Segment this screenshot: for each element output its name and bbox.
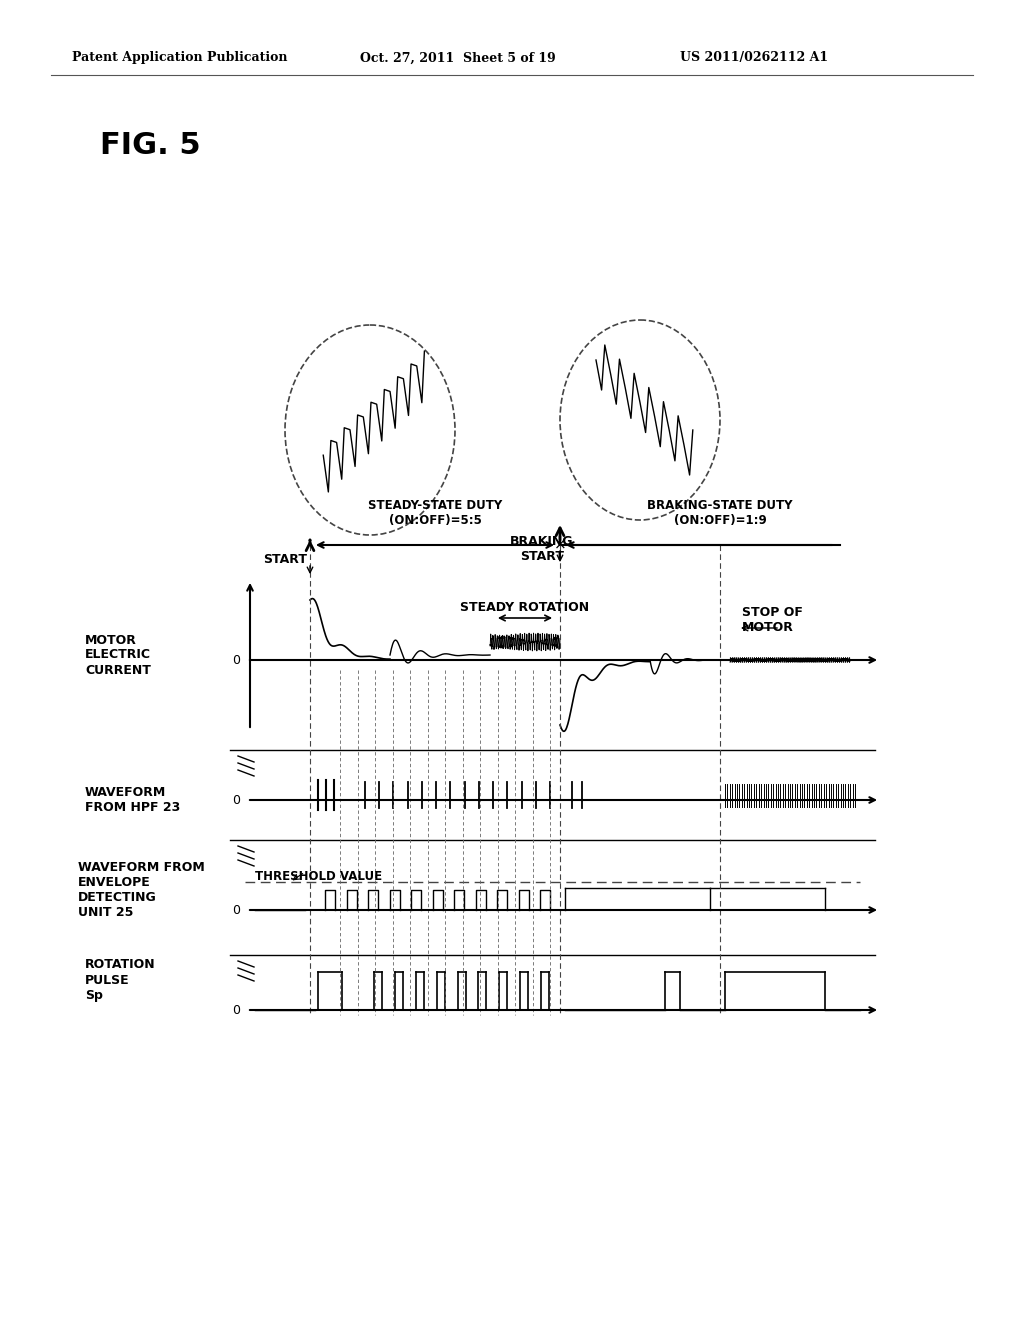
Text: STOP OF
MOTOR: STOP OF MOTOR xyxy=(742,606,803,634)
Text: START: START xyxy=(263,553,307,566)
Text: 0: 0 xyxy=(232,653,240,667)
Text: ROTATION
PULSE
Sp: ROTATION PULSE Sp xyxy=(85,958,156,1002)
Text: WAVEFORM FROM
ENVELOPE
DETECTING
UNIT 25: WAVEFORM FROM ENVELOPE DETECTING UNIT 25 xyxy=(78,861,205,919)
Text: Patent Application Publication: Patent Application Publication xyxy=(72,51,288,65)
Text: STEADY ROTATION: STEADY ROTATION xyxy=(461,601,590,614)
Text: MOTOR
ELECTRIC
CURRENT: MOTOR ELECTRIC CURRENT xyxy=(85,634,151,676)
Text: THRESHOLD VALUE: THRESHOLD VALUE xyxy=(255,870,382,883)
Text: 0: 0 xyxy=(232,1003,240,1016)
Text: STEADY-STATE DUTY
(ON:OFF)=5:5: STEADY-STATE DUTY (ON:OFF)=5:5 xyxy=(368,499,502,527)
Text: WAVEFORM
FROM HPF 23: WAVEFORM FROM HPF 23 xyxy=(85,785,180,814)
Text: BRAKING
START: BRAKING START xyxy=(510,535,573,564)
Text: ×: × xyxy=(554,537,566,553)
Text: FIG. 5: FIG. 5 xyxy=(100,131,201,160)
Text: BRAKING-STATE DUTY
(ON:OFF)=1:9: BRAKING-STATE DUTY (ON:OFF)=1:9 xyxy=(647,499,793,527)
Text: Oct. 27, 2011  Sheet 5 of 19: Oct. 27, 2011 Sheet 5 of 19 xyxy=(360,51,556,65)
Text: US 2011/0262112 A1: US 2011/0262112 A1 xyxy=(680,51,828,65)
Text: 0: 0 xyxy=(232,793,240,807)
Text: 0: 0 xyxy=(232,903,240,916)
